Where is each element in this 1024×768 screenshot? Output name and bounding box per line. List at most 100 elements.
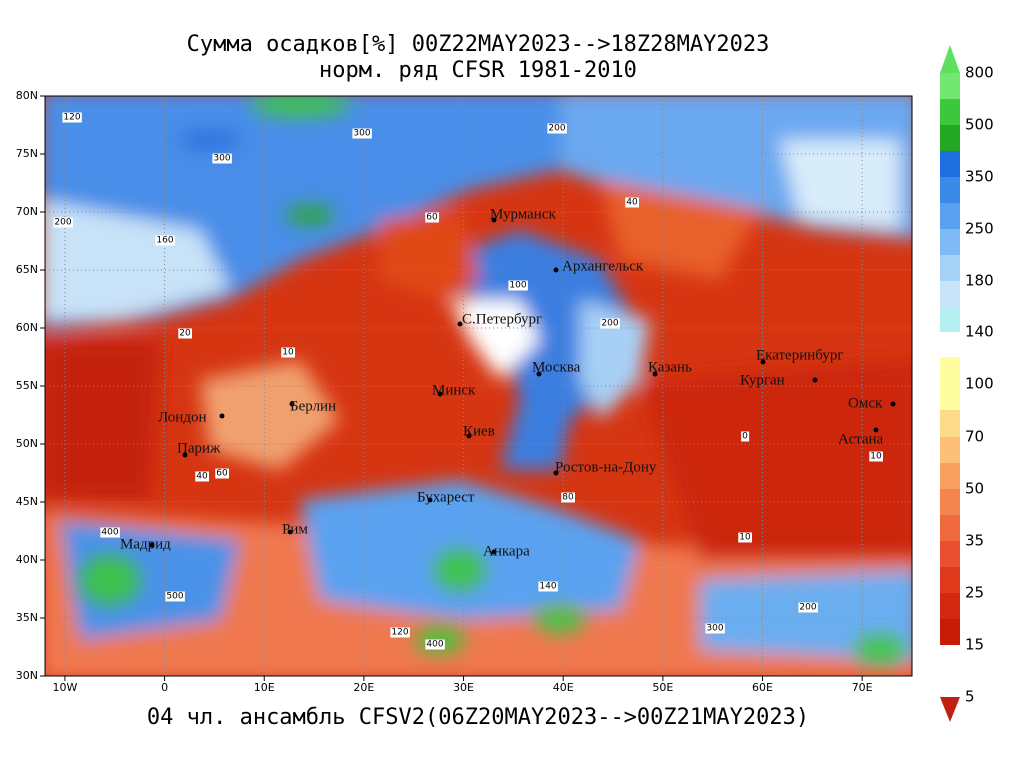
city-label: Екатеринбург: [756, 347, 843, 363]
y-tick-label: 35N: [16, 611, 38, 624]
contour-label: 160: [156, 236, 173, 246]
colorbar: 800 500 350 250 180 140 100 70 50 35 25 15 5: [940, 45, 994, 722]
contour-label: 120: [63, 113, 80, 123]
city-dot: [437, 391, 443, 397]
contour-label: 80: [562, 493, 574, 503]
city-dot: [890, 401, 896, 407]
x-tick-label: 30E: [453, 681, 474, 694]
colorbar-swatch: [940, 255, 960, 281]
city-dot: [536, 371, 542, 377]
city-dot: [812, 377, 818, 383]
contour-label-box: [625, 197, 639, 208]
colorbar-label: 350: [965, 168, 994, 186]
contour-label: 40: [626, 198, 638, 208]
contour-label-box: [62, 112, 82, 123]
contour-label-box: [100, 527, 120, 538]
city-label: Архангельск: [562, 258, 644, 274]
x-tick-label: 70E: [852, 681, 873, 694]
contour-label: 10: [282, 348, 294, 358]
footer: 04 чл. ансамбль CFSV2(06Z20MAY2023-->00Z…: [147, 705, 809, 730]
y-tick-label: 50N: [16, 437, 38, 450]
city-label: Минск: [432, 382, 476, 398]
contour-label: 60: [216, 469, 228, 479]
colorbar-swatch: [940, 177, 960, 203]
city-dot: [553, 267, 559, 273]
colorbar-swatch: [940, 463, 960, 489]
y-tick-label: 80N: [16, 89, 38, 102]
contour-label-box: [165, 591, 185, 602]
contour-label: 140: [539, 582, 556, 592]
contour-label-box: [425, 639, 445, 650]
contour-label: 200: [54, 218, 71, 228]
city-label: Курган: [740, 372, 785, 388]
y-tick-label: 70N: [16, 205, 38, 218]
contour-label-box: [390, 627, 410, 638]
y-tick-label: 60N: [16, 321, 38, 334]
city-label: Киев: [463, 423, 495, 439]
city-label: Мадрид: [120, 536, 171, 552]
colorbar-swatch: [940, 332, 960, 357]
graticule: [45, 96, 912, 676]
y-tick-label: 45N: [16, 495, 38, 508]
city-dot: [149, 542, 155, 548]
city-dot: [652, 371, 658, 377]
contour-label: 10: [739, 533, 751, 543]
contour-label-box: [561, 492, 575, 503]
contour-label: 200: [799, 603, 816, 613]
colorbar-swatch: [940, 73, 960, 99]
contour-label: 400: [426, 640, 443, 650]
contour-label: 60: [426, 213, 438, 223]
y-tick-label: 75N: [16, 147, 38, 160]
contour-label-box: [508, 280, 528, 291]
city-dot: [289, 401, 295, 407]
city-label: Рим: [282, 521, 308, 537]
contour-label-box: [155, 235, 175, 246]
colorbar-swatch: [940, 281, 960, 307]
city-dot: [182, 452, 188, 458]
city-label: С.Петербург: [462, 311, 542, 327]
city-dot: [553, 470, 559, 476]
contour-label: 300: [353, 129, 370, 139]
city-dot: [427, 497, 433, 503]
colorbar-swatch: [940, 203, 960, 229]
contour-label-box: [538, 581, 558, 592]
city-dot: [457, 321, 463, 327]
city-label: Бухарест: [417, 489, 475, 505]
contour-label-box: [53, 217, 73, 228]
contour-label: 10: [870, 452, 882, 462]
contour-label-box: [738, 532, 752, 543]
contour-label-box: [352, 128, 372, 139]
contour-label: 300: [706, 624, 723, 634]
x-tick-label: 50E: [652, 681, 673, 694]
city-dot: [491, 549, 497, 555]
contour-label: 100: [509, 281, 526, 291]
contour-label-box: [741, 431, 750, 442]
colorbar-label: 35: [965, 532, 984, 550]
y-tick-label: 55N: [16, 379, 38, 392]
colorbar-swatch: [940, 515, 960, 541]
cities: Мурманск Архангельск С.Петербург Москва Каза…: [120, 206, 896, 559]
city-label: Москва: [532, 359, 581, 375]
field: 1203003002002001606040801001402002010400…: [45, 96, 912, 676]
x-tick-label: 10W: [52, 681, 77, 694]
contour-label-box: [178, 328, 192, 339]
contour-labels: 1203003002002001606040801001402002010400…: [53, 112, 883, 650]
colorbar-swatch: [940, 125, 960, 151]
city-dot: [219, 413, 225, 419]
contour-label-box: [281, 347, 295, 358]
y-tick-label: 40N: [16, 553, 38, 566]
colorbar-swatch: [940, 619, 960, 645]
title-line: норм. ряд CFSR 1981-2010: [319, 58, 637, 83]
city-label: Берлин: [290, 398, 336, 414]
colorbar-swatch: [940, 99, 960, 125]
contour-label: 20: [179, 329, 191, 339]
contour-label-box: [705, 623, 725, 634]
x-tick-label: 0: [161, 681, 168, 694]
x-tick-label: 20E: [353, 681, 374, 694]
contour-label-box: [215, 468, 229, 479]
colorbar-label: 140: [965, 323, 994, 341]
contour-label: 0: [742, 432, 748, 442]
contour-label-box: [547, 123, 567, 134]
contour-label-box: [425, 212, 439, 223]
